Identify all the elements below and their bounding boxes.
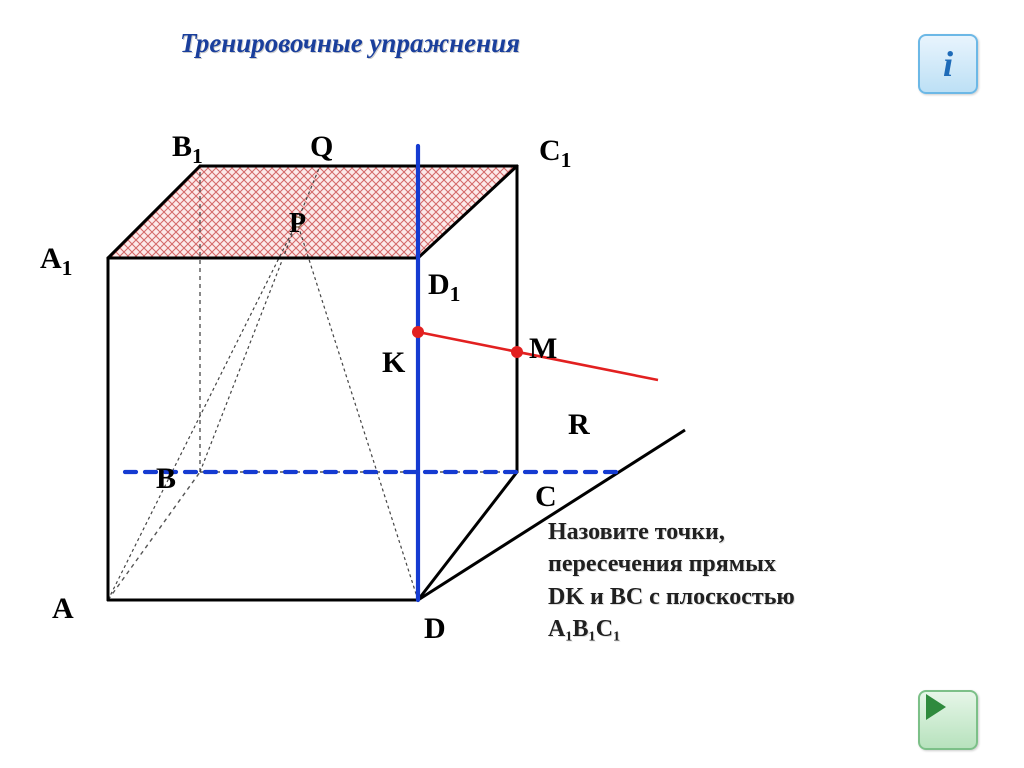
- vertex-label: A: [52, 592, 74, 626]
- vertex-label: B: [156, 462, 176, 496]
- question-text: Назовите точки, пересечения прямых DK и …: [548, 516, 795, 646]
- page-title: Тренировочные упражнения: [180, 28, 520, 59]
- info-icon: i: [943, 43, 953, 85]
- vertex-label: P: [289, 208, 306, 240]
- vertex-label: C: [535, 480, 557, 514]
- vertex-label: R: [568, 408, 590, 442]
- question-line: Назовите точки,: [548, 516, 795, 548]
- vertex-label: D1: [428, 268, 460, 307]
- vertex-label: D: [424, 612, 446, 646]
- vertex-label: A1: [40, 242, 72, 281]
- vertex-label: B1: [172, 130, 203, 169]
- question-line: DK и BC с плоскостью: [548, 581, 795, 613]
- question-line: A₁B₁C₁: [548, 613, 795, 645]
- vertex-label: K: [382, 346, 405, 380]
- vertex-label: M: [529, 332, 557, 366]
- vertex-label: Q: [310, 130, 333, 164]
- chevron-right-icon: [920, 692, 950, 722]
- vertex-label: C1: [539, 134, 571, 173]
- info-button[interactable]: i: [918, 34, 978, 94]
- question-line: пересечения прямых: [548, 548, 795, 580]
- geometry-diagram: [0, 0, 1024, 768]
- next-button[interactable]: [918, 690, 978, 750]
